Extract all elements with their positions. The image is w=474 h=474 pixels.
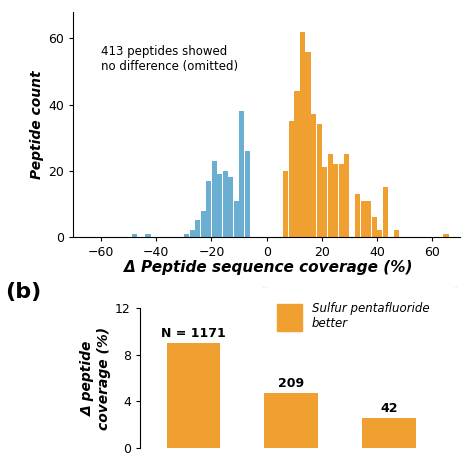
- Bar: [277, 304, 302, 331]
- Bar: [361, 201, 366, 237]
- FancyBboxPatch shape: [255, 286, 465, 349]
- Bar: [212, 161, 217, 237]
- Bar: [328, 154, 333, 237]
- Bar: [190, 230, 195, 237]
- Text: (b): (b): [5, 282, 41, 302]
- Bar: [228, 177, 233, 237]
- Bar: [300, 32, 305, 237]
- Bar: [394, 230, 399, 237]
- Text: N = 1171: N = 1171: [161, 327, 226, 340]
- Bar: [264, 393, 318, 448]
- Bar: [338, 164, 344, 237]
- Text: Δ Peptide sequence coverage (%): Δ Peptide sequence coverage (%): [124, 260, 412, 275]
- Bar: [333, 164, 338, 237]
- Bar: [383, 187, 388, 237]
- Y-axis label: Δ peptide
coverage (%): Δ peptide coverage (%): [81, 327, 111, 429]
- Bar: [366, 201, 371, 237]
- Bar: [289, 121, 294, 237]
- Bar: [283, 171, 289, 237]
- Bar: [234, 201, 239, 237]
- Bar: [322, 167, 327, 237]
- Y-axis label: Peptide count: Peptide count: [30, 70, 45, 179]
- Bar: [239, 111, 244, 237]
- Text: Sulfur pentafluoride
better: Sulfur pentafluoride better: [312, 302, 429, 330]
- Bar: [146, 234, 151, 237]
- Bar: [317, 125, 321, 237]
- Bar: [344, 154, 349, 237]
- Bar: [372, 217, 377, 237]
- Bar: [305, 52, 310, 237]
- Bar: [377, 230, 383, 237]
- Bar: [444, 234, 448, 237]
- Bar: [362, 418, 416, 448]
- Bar: [245, 151, 250, 237]
- Text: 413 peptides showed
no difference (omitted): 413 peptides showed no difference (omitt…: [101, 45, 238, 73]
- Bar: [311, 115, 316, 237]
- Bar: [355, 194, 360, 237]
- Bar: [217, 174, 222, 237]
- Bar: [201, 210, 206, 237]
- Bar: [294, 91, 300, 237]
- Bar: [206, 181, 211, 237]
- Bar: [195, 220, 200, 237]
- Bar: [184, 234, 189, 237]
- Bar: [223, 171, 228, 237]
- Text: 42: 42: [380, 402, 398, 415]
- Bar: [132, 234, 137, 237]
- Text: 209: 209: [278, 377, 304, 390]
- Bar: [167, 343, 220, 448]
